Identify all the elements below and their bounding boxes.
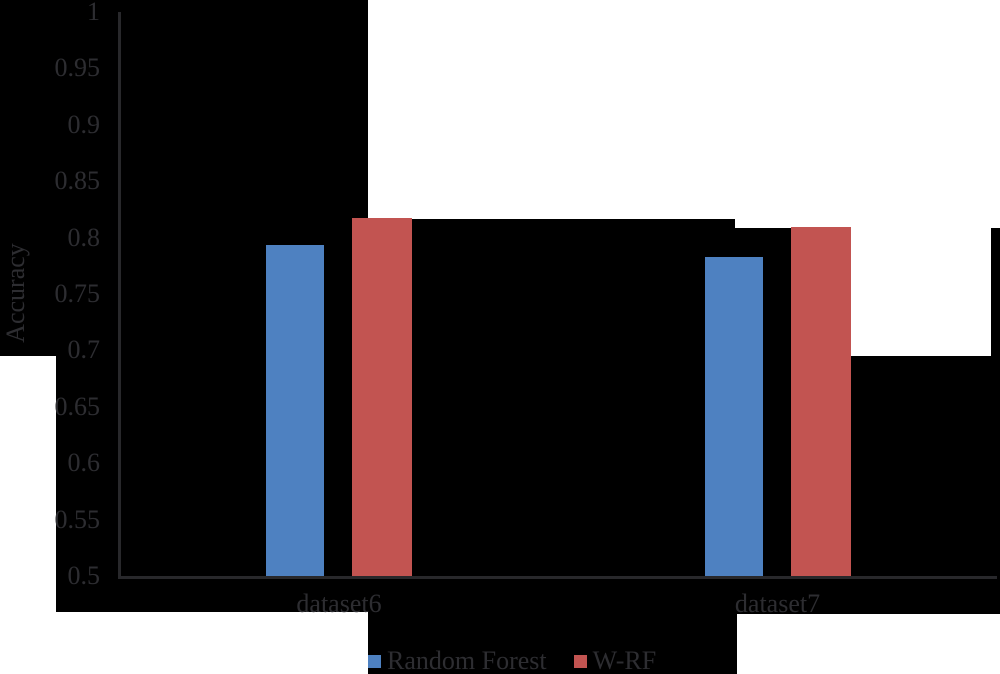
legend-item-w-rf: W-RF (573, 646, 657, 674)
y-tick-label: 0.85 (54, 166, 101, 196)
y-tick-label: 0.65 (54, 391, 101, 421)
legend-swatch-icon (573, 654, 587, 668)
y-tick-label: 0.55 (54, 504, 101, 534)
background-patch-right (851, 228, 991, 356)
background-patch-bottom-right (737, 614, 1000, 674)
bar-random-forest-dataset7 (704, 256, 763, 576)
x-category-label-dataset7: dataset7 (734, 589, 821, 618)
background-patch-left (0, 356, 56, 612)
y-axis-line (118, 12, 121, 579)
legend: Random Forest W-RF (368, 648, 656, 674)
background-patch-top-right (368, 0, 1000, 219)
y-tick-label: 0.95 (54, 53, 101, 83)
x-axis-line (118, 576, 997, 579)
y-tick-label: 0.7 (67, 335, 101, 365)
legend-label: Random Forest (387, 646, 547, 674)
background-patch-right-band (735, 219, 1000, 228)
bar-random-forest-dataset6 (266, 245, 324, 576)
y-tick-label: 1 (87, 0, 100, 26)
bar-w-rf-dataset6 (352, 218, 412, 576)
y-tick-label: 0.9 (67, 109, 101, 139)
x-category-label-dataset6: dataset6 (296, 589, 382, 618)
background-patch-bottom-left (0, 612, 368, 674)
y-tick-label: 0.8 (67, 222, 101, 252)
legend-item-random-forest: Random Forest (368, 648, 547, 674)
legend-swatch-icon (368, 654, 381, 668)
y-tick-label: 0.5 (67, 561, 101, 590)
legend-label: W-RF (592, 646, 657, 674)
y-axis-title: Accuracy (1, 243, 30, 343)
bar-w-rf-dataset7 (790, 227, 851, 576)
y-tick-label: 0.75 (54, 279, 101, 308)
y-tick-label: 0.6 (67, 448, 101, 478)
